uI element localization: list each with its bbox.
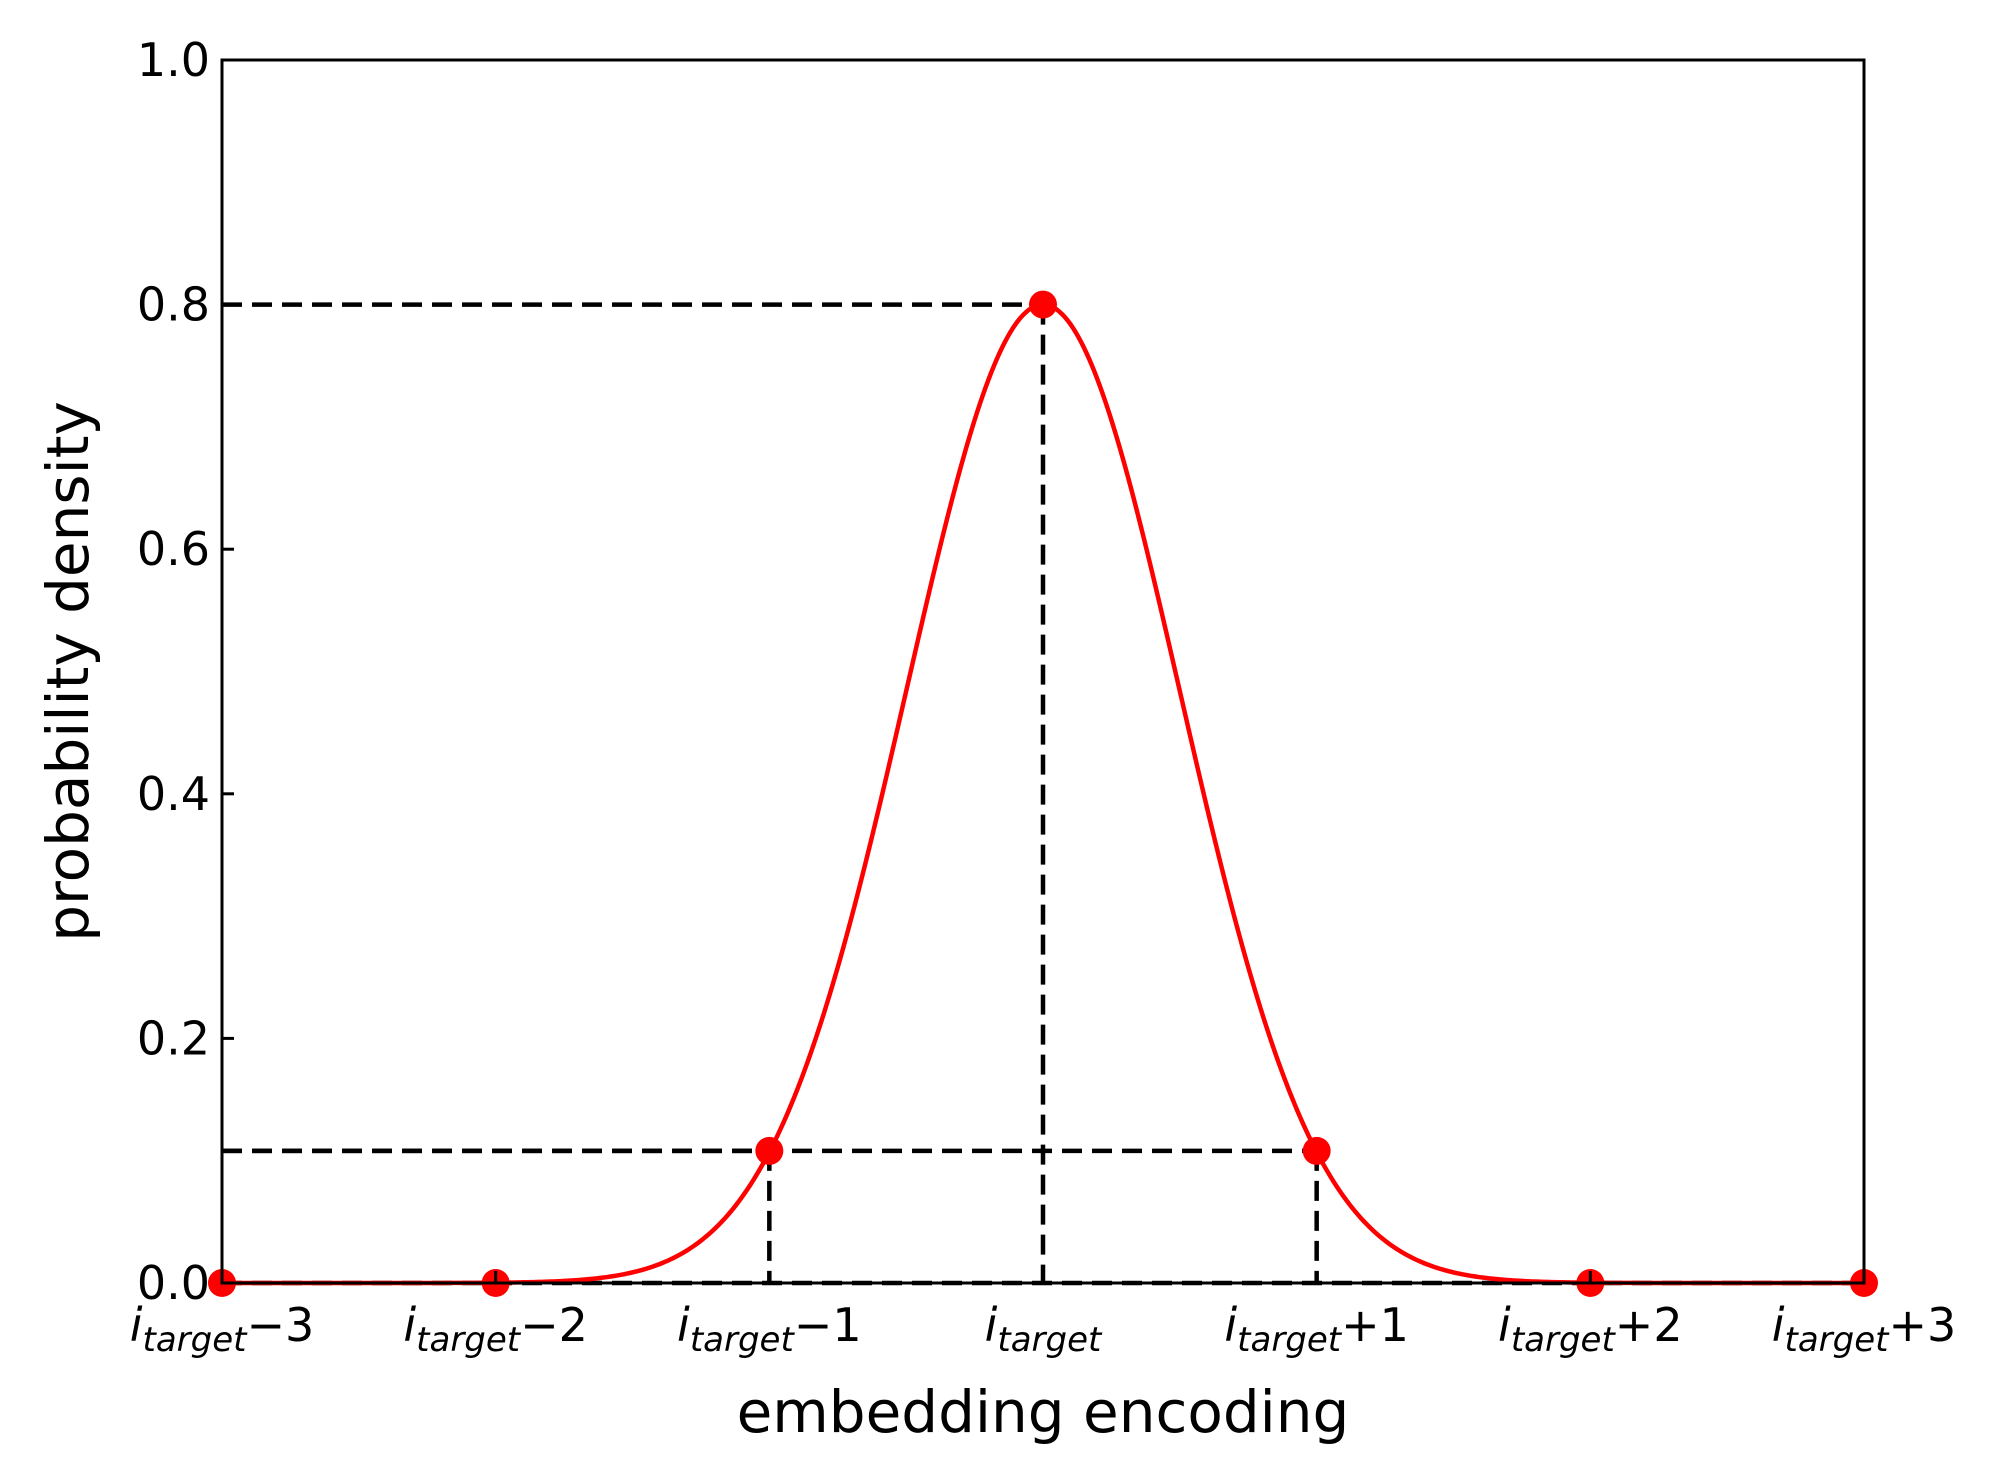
x-tick-label: itarget−1: [677, 1298, 862, 1360]
y-tick-label: 0.6: [137, 522, 210, 576]
y-tick-label: 0.2: [137, 1011, 210, 1065]
x-tick-label: itarget+3: [1772, 1298, 1957, 1360]
x-axis-title: embedding encoding: [737, 1378, 1350, 1446]
x-tick-label: itarget−3: [130, 1298, 315, 1360]
data-point: [755, 1136, 784, 1165]
y-axis-title: probability density: [34, 401, 102, 942]
x-tick-label: itarget−2: [403, 1298, 588, 1360]
x-tick-label: itarget+2: [1498, 1298, 1683, 1360]
x-tick-label: itarget: [985, 1298, 1103, 1360]
x-tick-label: itarget+1: [1224, 1298, 1409, 1360]
y-tick-label: 0.0: [137, 1256, 210, 1310]
y-tick-label: 0.8: [137, 278, 210, 332]
data-point: [1302, 1136, 1331, 1165]
y-tick-label: 0.4: [137, 767, 210, 821]
y-tick-label: 1.0: [137, 33, 210, 87]
y-axis: 0.0 0.2 0.4 0.6 0.8 1.0: [137, 33, 234, 1310]
data-points: [208, 290, 1878, 1297]
x-axis: itarget−3 itarget−2 itarget−1 itarget itarge…: [130, 1271, 1957, 1360]
data-point: [1029, 290, 1057, 319]
